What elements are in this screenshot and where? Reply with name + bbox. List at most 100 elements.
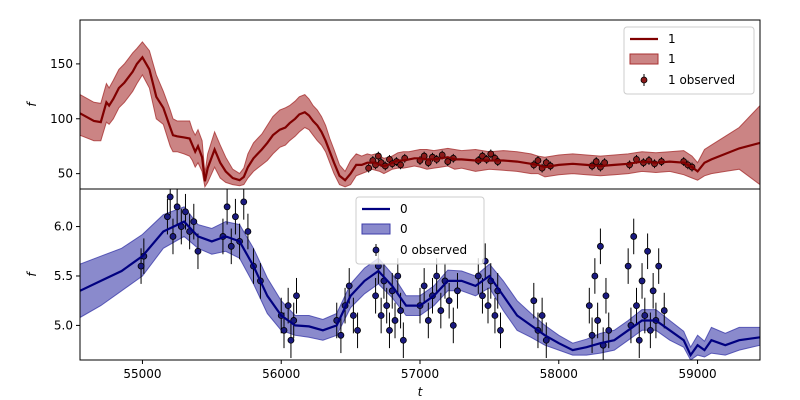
legend-box xyxy=(355,196,485,265)
plot-area xyxy=(80,41,760,189)
observed-point xyxy=(605,326,613,334)
legend-band-swatch xyxy=(629,53,659,65)
observed-point xyxy=(244,228,252,235)
observed-point xyxy=(649,287,657,295)
observed-point xyxy=(635,336,643,344)
observed-point xyxy=(646,326,654,334)
observed-point xyxy=(538,312,546,319)
observed-point xyxy=(386,326,393,334)
y-tick-label: 50 xyxy=(58,167,73,181)
observed-point xyxy=(602,292,610,300)
observed-point xyxy=(280,326,288,334)
legend-band-swatch xyxy=(361,223,391,235)
observed-point xyxy=(182,208,189,216)
mean-line xyxy=(80,220,760,358)
observed-point xyxy=(137,262,145,270)
observed-point xyxy=(624,262,632,270)
observed-point xyxy=(479,292,486,300)
observed-point xyxy=(173,203,181,211)
observed-point xyxy=(194,247,202,255)
legend-label: 1 observed xyxy=(668,73,735,87)
observed-point xyxy=(293,292,300,300)
observed-point xyxy=(287,336,295,344)
plot-area xyxy=(80,189,760,360)
observed-point xyxy=(372,292,379,300)
legend-label: 1 xyxy=(668,32,676,46)
observed-point xyxy=(227,242,235,250)
observed-point xyxy=(345,282,353,290)
x-tick-label: 58000 xyxy=(540,367,578,381)
y-tick-label: 5.0 xyxy=(54,318,73,332)
legend-label: 0 xyxy=(400,222,408,236)
observed-point xyxy=(284,302,292,310)
x-tick-label: 57000 xyxy=(401,367,439,381)
observed-point xyxy=(630,233,638,240)
confidence-band xyxy=(80,41,760,189)
observed-point xyxy=(444,158,452,165)
observed-point xyxy=(594,317,602,324)
x-tick-label: 59000 xyxy=(678,367,716,381)
observed-point xyxy=(164,213,171,221)
observed-point xyxy=(445,297,453,305)
observed-point xyxy=(641,312,649,319)
observed-point xyxy=(374,152,382,160)
observed-point xyxy=(240,198,248,206)
observed-point xyxy=(383,302,391,310)
observed-point xyxy=(354,326,361,334)
legend-label: 0 xyxy=(400,202,408,216)
legend-label: 1 xyxy=(668,52,676,66)
observed-point xyxy=(433,272,441,280)
legend-point-swatch xyxy=(372,246,380,254)
observed-point xyxy=(454,287,461,295)
observed-point xyxy=(644,247,651,255)
observed-point xyxy=(399,336,407,344)
observed-point xyxy=(591,272,599,280)
legend-point-swatch xyxy=(640,76,648,84)
x-tick-label: 56000 xyxy=(262,367,300,381)
observed-point xyxy=(592,158,600,165)
observed-point xyxy=(397,161,404,169)
observed-point xyxy=(169,233,177,240)
observed-point xyxy=(232,213,239,221)
observed-point xyxy=(190,218,198,226)
observed-point xyxy=(365,164,373,172)
observed-point xyxy=(420,282,428,290)
observed-point xyxy=(588,331,596,339)
observed-point xyxy=(534,157,542,164)
confidence-band xyxy=(80,206,760,360)
y-tick-label: 6.0 xyxy=(54,220,73,234)
observed-point xyxy=(660,307,668,314)
observed-point xyxy=(491,312,499,319)
observed-point xyxy=(487,150,495,158)
observed-point xyxy=(394,272,402,280)
observed-point xyxy=(597,242,604,250)
y-tick-label: 5.5 xyxy=(54,269,73,283)
observed-point xyxy=(449,322,457,329)
observed-point xyxy=(437,307,445,314)
observed-point xyxy=(166,193,174,201)
observed-point xyxy=(349,312,357,319)
observed-point xyxy=(633,302,640,310)
observed-point xyxy=(638,277,646,285)
observed-point xyxy=(391,317,399,324)
legend-label: 0 observed xyxy=(400,243,467,257)
legend: 0 0 0 observed xyxy=(355,196,485,265)
observed-point xyxy=(530,297,538,305)
legend-box xyxy=(623,26,755,95)
top-panel: 50 100 150 f 1 1 1 observed xyxy=(25,19,761,190)
observed-point xyxy=(474,272,482,280)
observed-point xyxy=(497,326,504,334)
legend: 1 1 1 observed xyxy=(623,26,755,95)
y-axis-label: f xyxy=(25,101,39,107)
observed-point xyxy=(397,307,404,314)
y-tick-label: 100 xyxy=(50,112,73,126)
observed-point xyxy=(424,317,432,324)
x-axis-label: t xyxy=(418,385,424,399)
observed-point xyxy=(377,312,385,319)
x-tick-label: 55000 xyxy=(123,367,161,381)
y-axis-label: f xyxy=(25,271,39,277)
bottom-panel: 5.0 5.5 6.0 f 55000 56000 57000 58000 59000 t 0 0 0 … xyxy=(25,188,761,399)
observed-point xyxy=(337,331,345,339)
observed-point xyxy=(655,262,663,270)
